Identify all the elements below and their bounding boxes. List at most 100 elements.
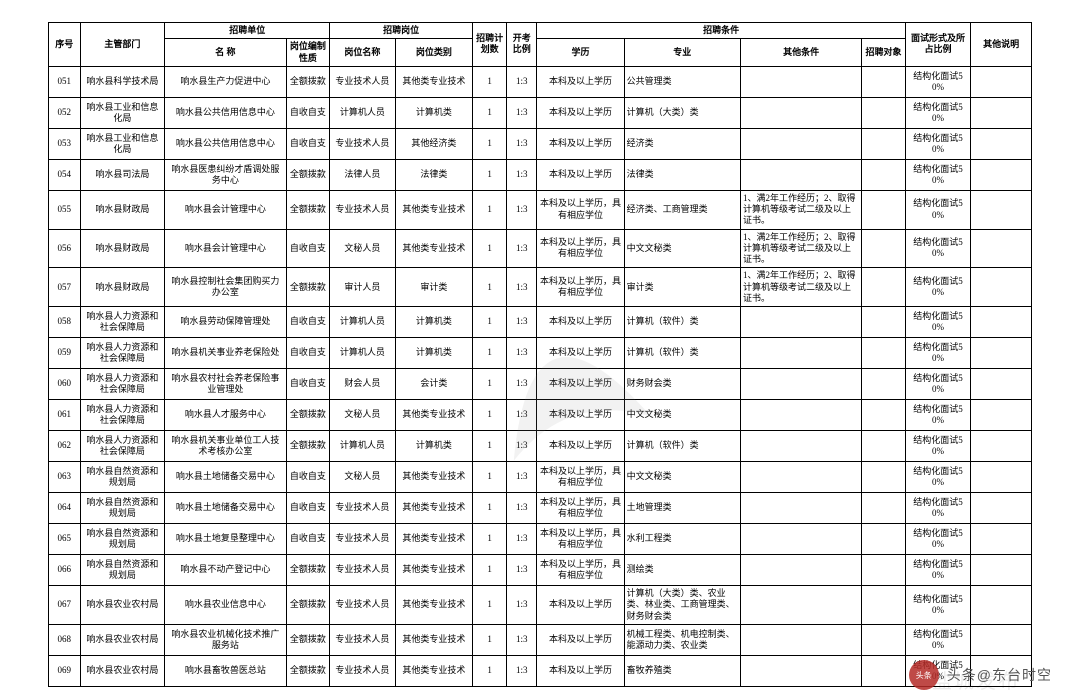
table-row: 057响水县财政局响水县控制社会集团购买力办公室全额拨款审计人员审计类11:3本… — [49, 268, 1032, 307]
cell-other: 1、满2年工作经历；2、取得计算机等级考试二级及以上证书。 — [740, 190, 861, 229]
cell-edu: 本科及以上学历 — [537, 338, 624, 369]
cell-ptype: 其他类专业技术 — [395, 586, 473, 625]
cell-post: 专业技术人员 — [330, 655, 395, 686]
cell-seq: 064 — [49, 493, 81, 524]
cell-unit: 响水县医患纠纷才盾调处服务中心 — [165, 159, 286, 190]
cell-post: 审计人员 — [330, 268, 395, 307]
th-plan: 招聘计划数 — [473, 23, 507, 67]
cell-post: 计算机人员 — [330, 97, 395, 128]
cell-dept: 响水县人力资源和社会保障局 — [80, 400, 165, 431]
cell-other — [740, 128, 861, 159]
cell-target — [862, 655, 906, 686]
cell-unit: 响水县土地储备交易中心 — [165, 493, 286, 524]
cell-seq: 057 — [49, 268, 81, 307]
cell-unit: 响水县公共信用信息中心 — [165, 128, 286, 159]
cell-exam: 结构化面试50% — [905, 462, 970, 493]
cell-post: 文秘人员 — [330, 229, 395, 268]
table-row: 059响水县人力资源和社会保障局响水县机关事业养老保险处自收自支计算机人员计算机… — [49, 338, 1032, 369]
cell-post: 文秘人员 — [330, 400, 395, 431]
cell-plan: 1 — [473, 307, 507, 338]
cell-ratio: 1:3 — [507, 190, 537, 229]
cell-note — [971, 369, 1032, 400]
cell-budget: 全额拨款 — [286, 655, 330, 686]
cell-exam: 结构化面试50% — [905, 268, 970, 307]
cell-dept: 响水县农业农村局 — [80, 655, 165, 686]
cell-major: 畜牧养殖类 — [624, 655, 740, 686]
cell-target — [862, 400, 906, 431]
cell-dept: 响水县人力资源和社会保障局 — [80, 338, 165, 369]
cell-ratio: 1:3 — [507, 655, 537, 686]
cell-other: 1、满2年工作经历；2、取得计算机等级考试二级及以上证书。 — [740, 268, 861, 307]
cell-dept: 响水县自然资源和规划局 — [80, 493, 165, 524]
cell-budget: 全额拨款 — [286, 431, 330, 462]
cell-major: 公共管理类 — [624, 66, 740, 97]
cell-ratio: 1:3 — [507, 462, 537, 493]
cell-note — [971, 624, 1032, 655]
cell-other — [740, 66, 861, 97]
cell-edu: 本科及以上学历 — [537, 655, 624, 686]
cell-note — [971, 229, 1032, 268]
cell-unit: 响水县农村社会养老保险事业管理处 — [165, 369, 286, 400]
cell-other — [740, 624, 861, 655]
cell-seq: 062 — [49, 431, 81, 462]
toutiao-logo-icon: 头条 — [909, 660, 939, 690]
cell-major: 经济类 — [624, 128, 740, 159]
cell-post: 计算机人员 — [330, 431, 395, 462]
cell-edu: 本科及以上学历，具有相应学位 — [537, 190, 624, 229]
cell-seq: 054 — [49, 159, 81, 190]
cell-seq: 056 — [49, 229, 81, 268]
table-row: 067响水县农业农村局响水县农业信息中心全额拨款专业技术人员其他类专业技术11:… — [49, 586, 1032, 625]
cell-ptype: 会计类 — [395, 369, 473, 400]
th-cond-group: 招聘条件 — [537, 23, 905, 39]
cell-target — [862, 462, 906, 493]
cell-budget: 自收自支 — [286, 493, 330, 524]
cell-target — [862, 268, 906, 307]
cell-target — [862, 128, 906, 159]
cell-budget: 自收自支 — [286, 97, 330, 128]
cell-post: 计算机人员 — [330, 338, 395, 369]
cell-exam: 结构化面试50% — [905, 400, 970, 431]
cell-exam: 结构化面试50% — [905, 624, 970, 655]
cell-unit: 响水县控制社会集团购买力办公室 — [165, 268, 286, 307]
cell-edu: 本科及以上学历 — [537, 586, 624, 625]
th-note: 其他说明 — [971, 23, 1032, 67]
cell-edu: 本科及以上学历 — [537, 400, 624, 431]
cell-seq: 065 — [49, 524, 81, 555]
cell-ptype: 其他类专业技术 — [395, 190, 473, 229]
cell-target — [862, 493, 906, 524]
cell-plan: 1 — [473, 655, 507, 686]
cell-target — [862, 338, 906, 369]
footer-credit: 头条 头条@东台时空 — [909, 660, 1052, 690]
cell-unit: 响水县会计管理中心 — [165, 190, 286, 229]
cell-note — [971, 400, 1032, 431]
cell-budget: 自收自支 — [286, 462, 330, 493]
cell-ratio: 1:3 — [507, 555, 537, 586]
cell-plan: 1 — [473, 229, 507, 268]
cell-target — [862, 555, 906, 586]
cell-post: 法律人员 — [330, 159, 395, 190]
cell-note — [971, 431, 1032, 462]
cell-note — [971, 524, 1032, 555]
cell-plan: 1 — [473, 338, 507, 369]
cell-dept: 响水县自然资源和规划局 — [80, 462, 165, 493]
cell-dept: 响水县农业农村局 — [80, 624, 165, 655]
cell-target — [862, 369, 906, 400]
cell-budget: 自收自支 — [286, 524, 330, 555]
cell-unit: 响水县畜牧兽医总站 — [165, 655, 286, 686]
cell-post: 专业技术人员 — [330, 624, 395, 655]
cell-other — [740, 462, 861, 493]
cell-edu: 本科及以上学历 — [537, 97, 624, 128]
cell-exam: 结构化面试50% — [905, 190, 970, 229]
cell-plan: 1 — [473, 190, 507, 229]
cell-post: 专业技术人员 — [330, 66, 395, 97]
cell-plan: 1 — [473, 369, 507, 400]
cell-ptype: 其他类专业技术 — [395, 229, 473, 268]
cell-other — [740, 159, 861, 190]
cell-target — [862, 66, 906, 97]
cell-target — [862, 624, 906, 655]
cell-note — [971, 97, 1032, 128]
cell-note — [971, 307, 1032, 338]
cell-dept: 响水县人力资源和社会保障局 — [80, 307, 165, 338]
cell-exam: 结构化面试50% — [905, 229, 970, 268]
cell-seq: 067 — [49, 586, 81, 625]
